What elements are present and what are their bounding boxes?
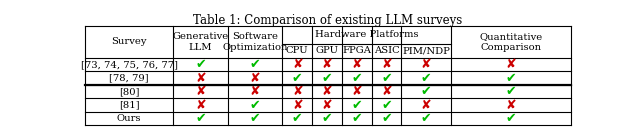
Text: FPGA: FPGA (342, 46, 371, 55)
Text: ✔: ✔ (292, 72, 303, 85)
Text: ✘: ✘ (421, 58, 431, 71)
Text: ✘: ✘ (292, 99, 303, 112)
Text: ✘: ✘ (506, 58, 516, 71)
Text: ✘: ✘ (195, 85, 206, 98)
Text: [80]: [80] (119, 87, 140, 96)
Text: ✔: ✔ (421, 85, 431, 98)
Text: ✔: ✔ (195, 112, 206, 125)
Text: ✔: ✔ (250, 112, 260, 125)
Text: [73, 74, 75, 76, 77]: [73, 74, 75, 76, 77] (81, 60, 178, 69)
Text: GPU: GPU (316, 46, 339, 55)
Text: ✔: ✔ (195, 58, 206, 71)
Text: ✘: ✘ (351, 85, 362, 98)
Text: ✘: ✘ (195, 72, 206, 85)
Text: ASIC: ASIC (374, 46, 399, 55)
Text: ✔: ✔ (322, 112, 332, 125)
Text: [81]: [81] (119, 101, 140, 110)
Text: ✔: ✔ (381, 112, 392, 125)
Text: ✔: ✔ (351, 99, 362, 112)
Text: ✘: ✘ (351, 58, 362, 71)
Text: Software
Optimization: Software Optimization (222, 32, 288, 52)
Text: ✔: ✔ (506, 112, 516, 125)
Text: ✔: ✔ (322, 72, 332, 85)
Text: Table 1: Comparison of existing LLM surveys: Table 1: Comparison of existing LLM surv… (193, 14, 463, 27)
Text: ✔: ✔ (381, 72, 392, 85)
Text: ✔: ✔ (381, 99, 392, 112)
Text: [78, 79]: [78, 79] (109, 74, 149, 82)
Text: ✘: ✘ (381, 58, 392, 71)
Text: Generative
LLM: Generative LLM (172, 32, 228, 52)
Text: ✘: ✘ (421, 99, 431, 112)
Text: ✔: ✔ (351, 112, 362, 125)
Text: ✔: ✔ (351, 72, 362, 85)
Text: ✔: ✔ (292, 112, 303, 125)
Text: ✔: ✔ (421, 72, 431, 85)
Text: ✘: ✘ (322, 85, 332, 98)
Text: ✘: ✘ (381, 85, 392, 98)
Text: ✔: ✔ (421, 112, 431, 125)
Text: Survey: Survey (111, 37, 147, 46)
Text: PIM/NDP: PIM/NDP (403, 46, 450, 55)
Text: ✘: ✘ (292, 58, 303, 71)
Text: ✔: ✔ (506, 72, 516, 85)
Text: ✔: ✔ (250, 99, 260, 112)
Text: ✘: ✘ (292, 85, 303, 98)
Text: Ours: Ours (117, 114, 141, 123)
Text: Hardware Platforms: Hardware Platforms (315, 30, 419, 39)
Text: ✘: ✘ (250, 72, 260, 85)
Text: Quantitative
Comparison: Quantitative Comparison (479, 32, 543, 52)
Text: ✘: ✘ (322, 99, 332, 112)
Text: ✘: ✘ (322, 58, 332, 71)
Text: ✘: ✘ (250, 85, 260, 98)
Text: ✔: ✔ (250, 58, 260, 71)
Text: ✔: ✔ (506, 85, 516, 98)
Text: CPU: CPU (286, 46, 308, 55)
Text: ✘: ✘ (195, 99, 206, 112)
Text: ✘: ✘ (506, 99, 516, 112)
